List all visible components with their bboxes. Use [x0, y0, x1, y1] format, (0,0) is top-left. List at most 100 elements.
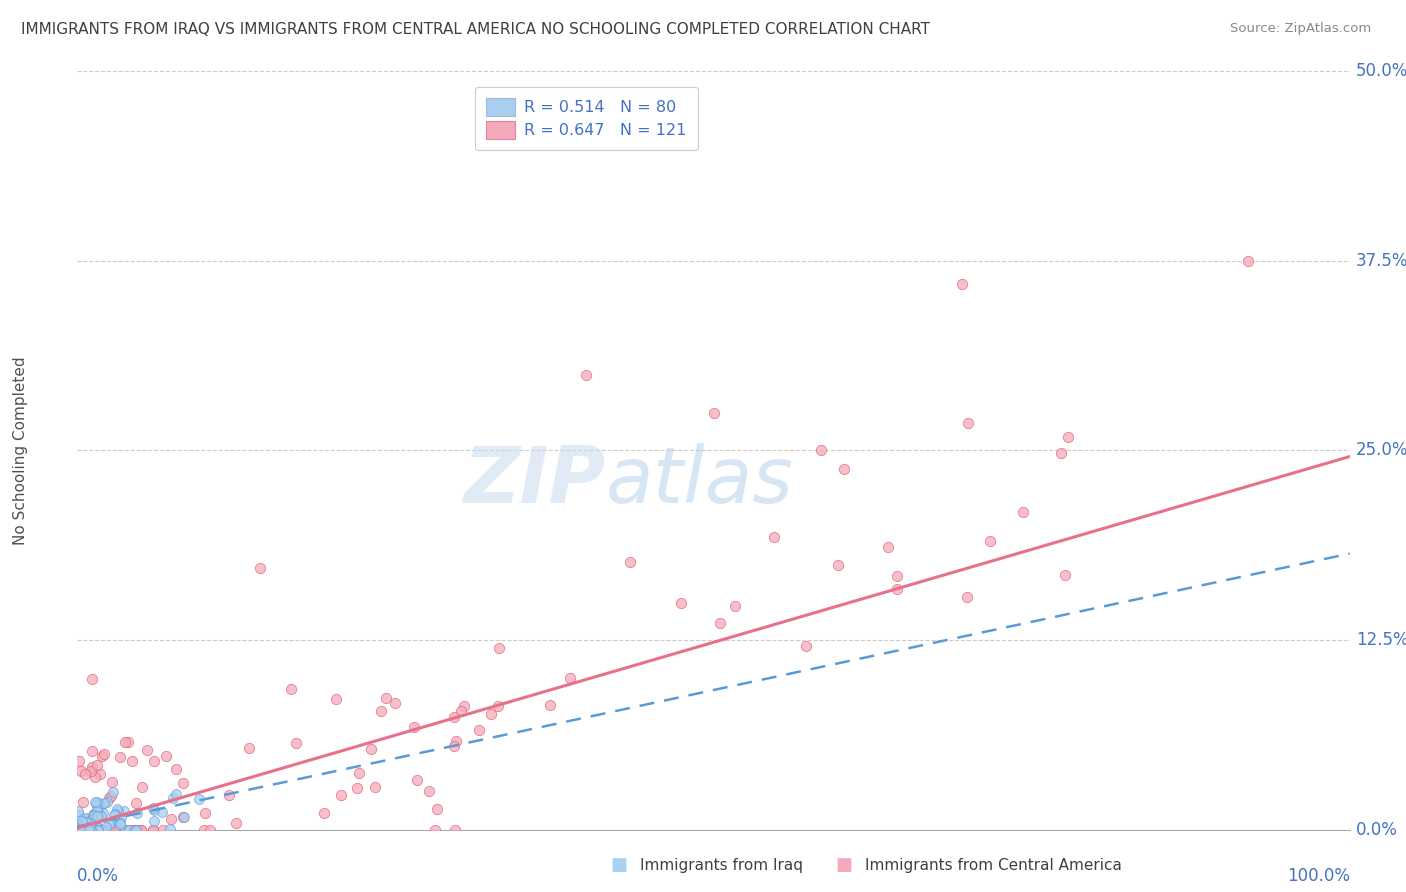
Point [75, 811, 97, 825]
Point [110, 816, 132, 830]
Text: 25.0%: 25.0% [1357, 442, 1406, 459]
Point [129, 822, 152, 837]
Point [155, 748, 177, 763]
Point [619, 555, 641, 569]
Point [69, 820, 91, 834]
Point [86, 809, 108, 823]
Text: Immigrants from Central America: Immigrants from Central America [865, 858, 1122, 872]
Point [443, 739, 465, 754]
Point [100, 815, 122, 830]
Text: ZIP: ZIP [463, 442, 606, 519]
Point [86, 822, 108, 837]
Point [479, 707, 502, 722]
Point [810, 443, 832, 458]
Point [80, 760, 103, 774]
Point [107, 822, 129, 837]
Point [110, 815, 132, 830]
Point [1057, 430, 1080, 444]
Point [94, 820, 117, 834]
Point [70, 820, 93, 834]
Point [956, 416, 979, 430]
Point [453, 698, 475, 713]
Point [575, 368, 598, 382]
Point [127, 822, 149, 837]
Point [73, 822, 96, 836]
Point [443, 710, 465, 724]
Text: ■: ■ [835, 856, 852, 874]
Point [72, 795, 94, 809]
Point [103, 822, 125, 837]
Point [347, 765, 370, 780]
Point [486, 699, 509, 714]
Point [173, 810, 195, 824]
Point [80, 813, 103, 827]
Point [238, 740, 260, 755]
Point [107, 822, 129, 837]
Point [87, 822, 110, 837]
Point [142, 822, 165, 837]
Point [66, 818, 89, 832]
Point [104, 807, 127, 822]
Point [172, 776, 194, 790]
Point [370, 704, 392, 718]
Point [162, 791, 184, 805]
Text: Source: ZipAtlas.com: Source: ZipAtlas.com [1230, 22, 1371, 36]
Point [90, 822, 112, 837]
Point [80, 822, 103, 836]
Point [105, 802, 128, 816]
Point [406, 772, 429, 787]
Text: 100.0%: 100.0% [1286, 867, 1350, 886]
Point [193, 822, 215, 837]
Point [70, 814, 93, 828]
Point [426, 802, 449, 816]
Point [325, 692, 347, 706]
Point [152, 822, 174, 837]
Point [77, 822, 100, 837]
Point [86, 803, 108, 817]
Point [80, 812, 103, 826]
Point [709, 615, 731, 630]
Point [107, 814, 129, 829]
Point [87, 811, 110, 825]
Point [763, 530, 786, 544]
Point [118, 822, 141, 837]
Point [423, 822, 446, 837]
Point [98, 817, 121, 831]
Point [80, 822, 103, 837]
Point [84, 770, 107, 784]
Text: No Schooling Completed: No Schooling Completed [13, 356, 28, 545]
Point [66, 822, 89, 837]
Point [89, 766, 111, 780]
Point [187, 792, 209, 806]
Point [117, 735, 139, 749]
Point [77, 812, 100, 826]
Point [127, 805, 149, 820]
Point [69, 822, 91, 837]
Point [360, 741, 382, 756]
Point [97, 822, 120, 837]
Point [90, 797, 112, 811]
Point [76, 814, 98, 828]
Point [70, 822, 93, 837]
Point [1053, 568, 1076, 582]
Point [77, 822, 100, 837]
Point [669, 596, 692, 610]
Point [103, 808, 125, 822]
Point [83, 822, 105, 837]
Point [194, 805, 217, 820]
Point [124, 822, 146, 837]
Point [703, 405, 725, 420]
Point [67, 754, 90, 768]
Point [79, 822, 101, 837]
Point [67, 804, 90, 818]
Point [87, 822, 110, 837]
Point [69, 822, 91, 837]
Point [100, 774, 122, 789]
Point [129, 822, 152, 837]
Point [86, 821, 108, 835]
Point [75, 822, 97, 837]
Point [112, 804, 135, 818]
Point [75, 822, 97, 837]
Legend: R = 0.514   N = 80, R = 0.647   N = 121: R = 0.514 N = 80, R = 0.647 N = 121 [475, 87, 697, 150]
Point [108, 750, 131, 764]
